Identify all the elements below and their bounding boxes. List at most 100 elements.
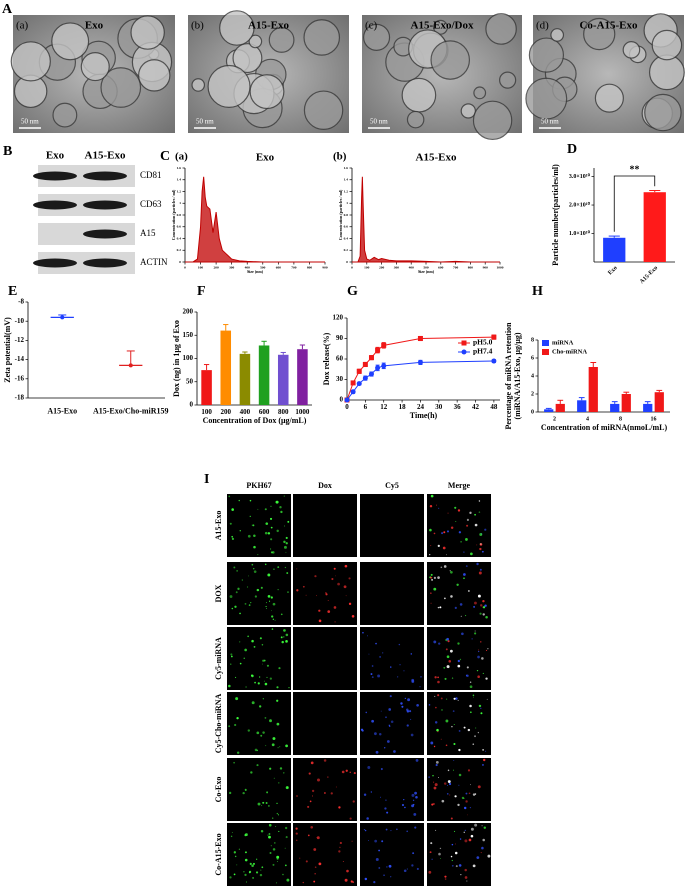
fluorescent-dot [276, 812, 279, 815]
x-tick-label: 600 [438, 266, 444, 270]
fluorescent-dot [461, 796, 465, 800]
fluorescent-dot [260, 869, 262, 871]
fluorescent-dot [403, 670, 405, 672]
panel-label: F [197, 284, 206, 299]
x-tick-label: 800 [468, 266, 474, 270]
fluorescent-dot [271, 628, 274, 630]
fluorescent-dot [478, 704, 482, 708]
micrograph [227, 562, 291, 625]
bar [201, 370, 212, 405]
y-tick-label: -16 [15, 374, 25, 382]
lane-label: Exo [46, 150, 65, 162]
fluorescent-dot [466, 814, 468, 816]
point [350, 380, 356, 386]
fluorescent-dot [472, 694, 475, 696]
x-tick-label: 300 [394, 266, 400, 270]
y-tick-label: 8 [531, 337, 534, 343]
fluorescent-dot [256, 588, 260, 592]
fluorescent-dot [435, 760, 439, 764]
series-line [346, 336, 494, 401]
fluorescent-dot [465, 792, 468, 795]
fluorescent-dot [323, 759, 327, 762]
fluorescent-dot [338, 806, 341, 809]
fluorescent-dot [445, 648, 448, 651]
fluorescent-dot [460, 615, 462, 617]
fluorescent-dot [450, 595, 453, 598]
fluorescent-dot [353, 772, 356, 775]
micrograph [227, 823, 291, 886]
fluorescent-dot [458, 748, 461, 752]
fluorescent-dot [231, 535, 234, 538]
y-tick-label: 1.4 [344, 178, 349, 182]
x-tick-label: 700 [453, 266, 459, 270]
fluorescent-dot [383, 747, 386, 749]
chart-title: Exo [256, 152, 275, 164]
fluorescent-dot [316, 836, 320, 840]
y-tick-label: -12 [15, 336, 25, 344]
x-tick-label: 30 [435, 403, 443, 411]
error-bar [649, 190, 661, 193]
fluorescent-dot [269, 719, 272, 723]
fluorescent-dot [371, 676, 374, 679]
fluorescent-dot [447, 780, 451, 783]
x-tick-label: 1000 [497, 266, 504, 270]
fluorescent-dot [239, 641, 241, 643]
fluorescent-dot [283, 629, 286, 632]
fluorescent-dot [385, 828, 388, 831]
fluorescent-dot [407, 698, 411, 702]
x-tick-label: A15-Exo [47, 406, 77, 415]
bar [277, 354, 289, 405]
legend-label: Cho-miRNA [552, 348, 587, 355]
fluorescent-dot [476, 670, 479, 672]
legend-label: miRNA [552, 339, 574, 346]
y-tick-label: 0 [346, 260, 348, 264]
fluorescent-dot [375, 642, 377, 645]
fluorescent-dot [386, 811, 389, 814]
fluorescent-dot [262, 731, 265, 734]
fluorescent-dot [432, 774, 434, 777]
image-tag: (c) [365, 20, 378, 32]
fluorescent-dot [439, 847, 442, 850]
x-tick-label: 800 [307, 266, 313, 270]
fluorescent-dot [478, 500, 481, 502]
fluorescent-dot [271, 743, 275, 747]
fluorescent-dot [251, 524, 253, 526]
fluorescent-dot [318, 609, 321, 612]
micrograph [427, 692, 491, 755]
fluorescent-dot [447, 640, 450, 643]
fluorescent-dot [254, 748, 258, 752]
fluorescent-dot [243, 871, 245, 873]
fluorescent-dot [241, 579, 243, 581]
fluorescent-dot [259, 637, 262, 640]
fluorescent-dot [466, 666, 469, 669]
fluorescent-dot [487, 854, 491, 858]
fluorescent-dot [364, 829, 367, 832]
fluorescent-dot [234, 855, 237, 858]
fluorescent-dot [457, 659, 460, 663]
fluorescent-dot [453, 760, 455, 762]
fluorescent-dot [454, 851, 458, 855]
micrograph [427, 823, 491, 886]
fluorescent-dot [477, 731, 480, 734]
x-tick-label: 100 [364, 266, 370, 270]
fluorescent-dot [482, 672, 484, 674]
fluorescent-dot [251, 674, 254, 678]
fluorescent-dot [277, 566, 280, 568]
micrograph [293, 494, 357, 557]
x-tick-label: 8 [619, 416, 622, 422]
fluorescent-dot [265, 745, 267, 747]
y-axis-label: Concentration (particles / ml) [338, 189, 343, 240]
x-tick-label: 100 [201, 408, 212, 416]
fluorescent-dot [279, 767, 283, 770]
point [491, 358, 497, 364]
fluorescent-dot [238, 499, 240, 502]
fluorescent-dot [230, 655, 233, 658]
fluorescent-dot [460, 873, 462, 876]
y-tick-label: 90 [336, 334, 344, 342]
fluorescent-dot [410, 718, 412, 720]
y-tick-label: 0 [531, 409, 534, 415]
fluorescent-dot [448, 782, 452, 786]
fluorescent-dot [285, 536, 288, 540]
fluorescent-dot [245, 789, 247, 791]
y-tick-label: 0.2 [344, 248, 349, 252]
